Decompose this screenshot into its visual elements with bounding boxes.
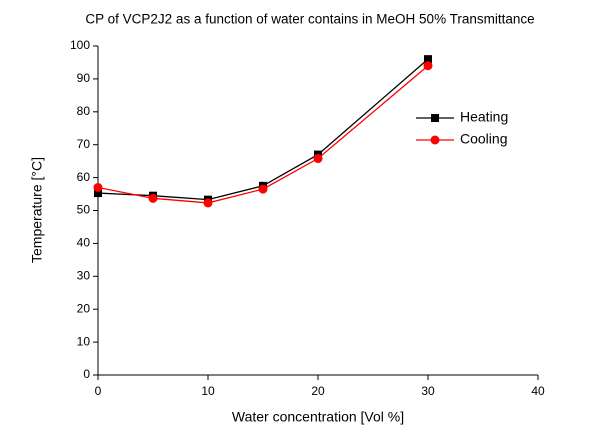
y-tick-label: 0 — [83, 367, 90, 381]
x-tick-label: 30 — [421, 384, 435, 398]
x-tick-label: 40 — [531, 384, 545, 398]
marker — [94, 189, 102, 198]
y-tick-label: 20 — [77, 301, 91, 315]
x-tick-label: 10 — [201, 384, 215, 398]
y-axis-label: Temperature [°C] — [29, 157, 45, 263]
marker — [430, 135, 440, 145]
y-tick-label: 90 — [77, 71, 91, 85]
y-tick-label: 50 — [77, 203, 91, 217]
marker — [258, 184, 268, 194]
y-tick-label: 30 — [77, 268, 91, 282]
y-tick-label: 40 — [77, 236, 91, 250]
y-tick-label: 70 — [77, 137, 91, 151]
marker — [93, 182, 103, 192]
chart-title: CP of VCP2J2 as a function of water cont… — [85, 12, 534, 27]
series-line — [97, 65, 429, 204]
y-tick-label: 60 — [77, 170, 91, 184]
marker — [431, 114, 439, 122]
series-line — [97, 58, 429, 201]
marker — [203, 198, 213, 208]
x-tick-label: 0 — [95, 384, 102, 398]
y-tick-label: 80 — [77, 104, 91, 118]
marker — [148, 193, 158, 203]
legend-label: Cooling — [460, 131, 507, 147]
x-axis-label: Water concentration [Vol %] — [232, 409, 404, 425]
marker — [424, 55, 432, 64]
y-tick-label: 10 — [77, 334, 91, 348]
marker — [313, 154, 323, 164]
y-tick-label: 100 — [70, 38, 90, 52]
x-tick-label: 20 — [311, 384, 325, 398]
marker — [423, 61, 433, 71]
legend-label: Heating — [460, 109, 508, 125]
